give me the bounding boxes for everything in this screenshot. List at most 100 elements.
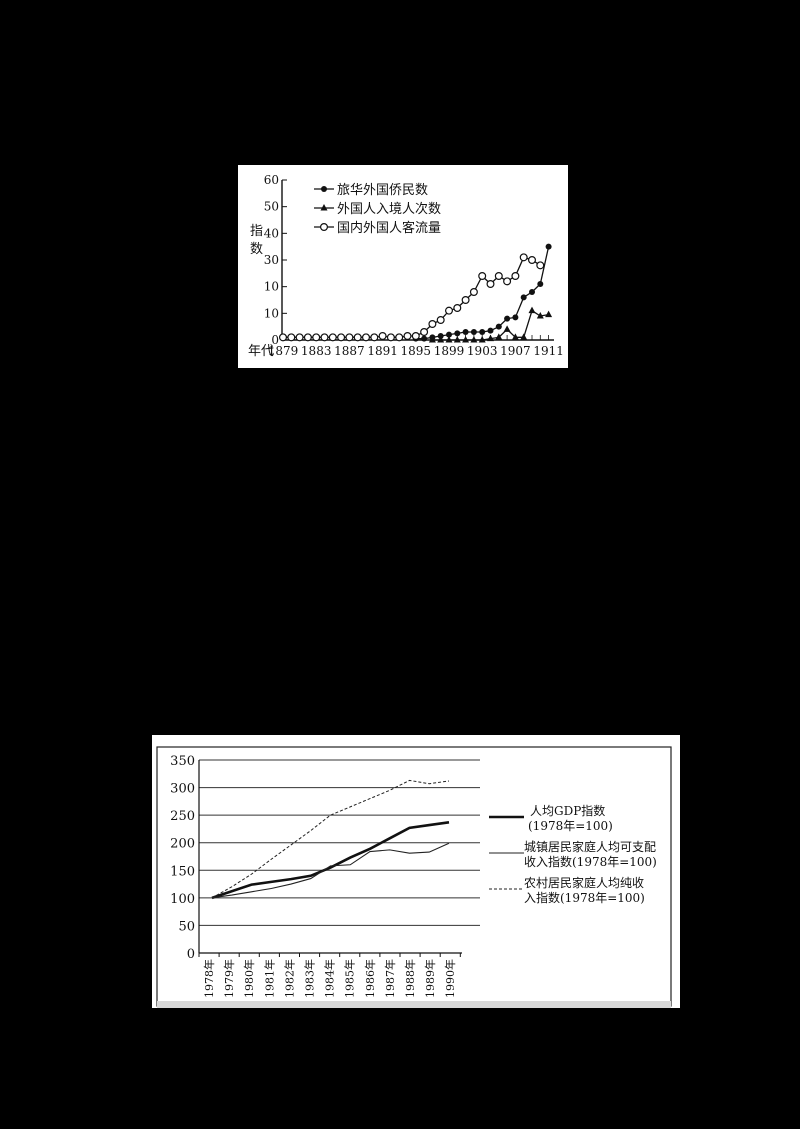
open-circle-marker xyxy=(312,333,321,342)
filled-circle-marker xyxy=(454,330,461,337)
x-tick-label: 1982年 xyxy=(282,959,296,998)
triangle-marker xyxy=(536,312,544,319)
open-circle-marker xyxy=(411,332,420,341)
open-circle-marker xyxy=(345,333,354,342)
triangle-marker xyxy=(520,333,528,340)
filled-circle-marker xyxy=(421,335,428,342)
filled-circle-marker xyxy=(470,329,477,335)
triangle-marker xyxy=(545,310,553,318)
y-tick-label: 100 xyxy=(170,892,195,907)
open-circle-marker xyxy=(395,333,404,342)
y-tick-label: 50 xyxy=(264,200,279,214)
open-circle-marker xyxy=(295,333,304,342)
y-tick-label: 10 xyxy=(264,306,279,320)
y-tick-label: 0 xyxy=(271,333,279,347)
open-circle-marker xyxy=(445,306,454,315)
open-circle-marker xyxy=(536,261,545,270)
series-line xyxy=(211,779,450,899)
open-circle-marker xyxy=(386,333,395,342)
open-circle-marker xyxy=(328,333,337,342)
x-axis-label: 年代 xyxy=(248,344,274,359)
x-tick-label: 1980年 xyxy=(242,959,256,998)
open-circle-icon xyxy=(319,222,328,231)
filled-circle-icon xyxy=(321,186,327,192)
triangle-marker xyxy=(453,336,461,343)
y-tick-label: 40 xyxy=(264,226,279,240)
x-tick-label: 1985年 xyxy=(343,959,357,998)
open-circle-marker xyxy=(303,333,312,342)
chart-frame xyxy=(156,746,672,1007)
y-tick-label: 350 xyxy=(170,754,195,769)
open-circle-marker xyxy=(278,333,287,342)
filled-circle-marker xyxy=(437,333,444,339)
triangle-marker xyxy=(487,334,494,342)
y-tick-label: 200 xyxy=(170,837,195,852)
triangle-marker xyxy=(511,333,519,340)
open-circle-marker xyxy=(519,253,528,262)
y-tick-label: 250 xyxy=(170,809,195,824)
open-circle-marker xyxy=(287,333,296,342)
legend-label: 农村居民家庭人均纯收 xyxy=(524,875,644,890)
x-tick-label: 1895 xyxy=(401,344,432,358)
filled-circle-marker xyxy=(462,329,469,335)
filled-circle-marker xyxy=(529,289,535,295)
x-tick-label: 1883 xyxy=(301,344,332,358)
triangle-icon xyxy=(320,204,328,211)
x-tick-label: 1911 xyxy=(533,344,564,358)
y-tick-label: 150 xyxy=(170,864,195,879)
open-circle-marker xyxy=(403,332,412,341)
open-circle-marker xyxy=(361,333,370,342)
filled-circle-marker xyxy=(487,327,494,334)
open-circle-marker xyxy=(503,277,512,286)
x-tick-label: 1990年 xyxy=(443,959,457,998)
x-tick-label: 1899 xyxy=(434,344,465,358)
frame-bottom-bar xyxy=(157,1001,671,1008)
x-tick-label: 1891 xyxy=(367,344,398,358)
y-tick-label: 60 xyxy=(264,173,279,187)
filled-circle-marker xyxy=(504,315,511,322)
legend-label: 收入指数(1978年=100) xyxy=(524,854,657,869)
legend-label: 人均GDP指数 xyxy=(530,803,605,818)
triangle-marker xyxy=(528,306,536,314)
open-circle-marker xyxy=(528,255,537,264)
series-line xyxy=(283,256,541,338)
filled-circle-marker xyxy=(512,314,519,321)
open-circle-marker xyxy=(436,316,445,325)
open-circle-marker xyxy=(461,296,470,305)
y-tick-label: 50 xyxy=(178,919,195,934)
filled-circle-marker xyxy=(479,329,486,335)
y-tick-label: 0 xyxy=(187,947,195,962)
open-circle-marker xyxy=(469,287,478,296)
open-circle-marker xyxy=(378,332,387,341)
y-axis-label: 指 xyxy=(250,224,263,239)
x-tick-label: 1887 xyxy=(334,344,365,358)
x-tick-label: 1978年 xyxy=(202,959,216,998)
x-tick-label: 1979年 xyxy=(222,959,236,998)
open-circle-marker xyxy=(320,333,329,342)
open-circle-marker xyxy=(337,333,346,342)
legend-label: 旅华外国侨民数 xyxy=(337,183,428,198)
filled-circle-marker xyxy=(520,294,527,301)
triangle-marker xyxy=(478,336,486,343)
triangle-marker xyxy=(470,336,478,343)
open-circle-marker xyxy=(420,328,429,337)
open-circle-marker xyxy=(486,279,495,288)
series-line xyxy=(211,821,450,900)
legend-label: 入指数(1978年=100) xyxy=(524,890,645,905)
x-tick-label: 1988年 xyxy=(403,959,417,998)
open-circle-marker xyxy=(370,333,379,342)
chart-income-index: 0 50 100 150 200 250 300 350 1978年 1979年 1980年 1981… xyxy=(152,735,680,1008)
open-circle-marker xyxy=(453,304,462,313)
chart-foreign-residents: 0 10 10 30 40 50 60 1879 1883 1887 1891 1895 1899 190… xyxy=(238,165,568,368)
filled-circle-marker xyxy=(446,331,452,338)
open-circle-marker xyxy=(353,333,362,342)
triangle-marker xyxy=(437,336,445,343)
filled-circle-marker xyxy=(537,281,544,287)
triangle-marker xyxy=(445,336,453,343)
filled-circle-marker xyxy=(495,323,502,330)
triangle-marker xyxy=(495,333,503,340)
y-tick-label: 10 xyxy=(264,280,279,294)
x-tick-label: 1989年 xyxy=(423,959,437,998)
series-line xyxy=(211,842,450,899)
